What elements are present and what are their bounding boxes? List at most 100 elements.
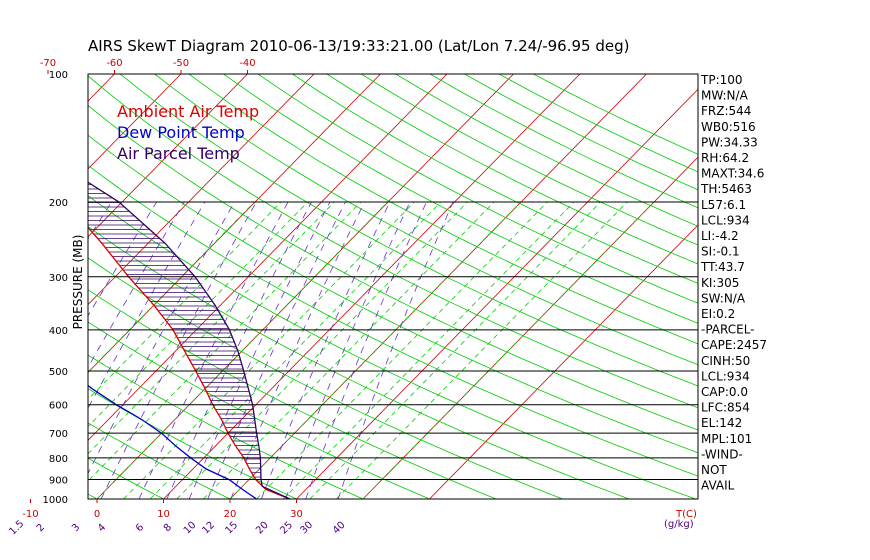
legend-entry: Air Parcel Temp bbox=[117, 144, 240, 163]
isotherm-line bbox=[0, 74, 48, 499]
mixing-ratio-line bbox=[305, 201, 427, 499]
dry-adiabat-line bbox=[88, 257, 563, 499]
isotherm-line bbox=[429, 224, 698, 499]
index-item: EL:142 bbox=[701, 416, 742, 430]
pressure-tick-label: 900 bbox=[49, 476, 68, 487]
mixing-ratio-tick-label: 8 bbox=[162, 522, 174, 534]
mixing-ratio-line bbox=[0, 202, 56, 499]
moist-adiabat-line bbox=[309, 201, 601, 499]
moist-adiabat-line bbox=[88, 201, 309, 428]
dry-adiabat-line bbox=[119, 74, 698, 387]
ambient-temp-line bbox=[88, 226, 291, 499]
dry-adiabat-line bbox=[154, 74, 698, 366]
moist-adiabat-line bbox=[88, 201, 255, 373]
bottom-temp-tick-label: 30 bbox=[290, 509, 303, 520]
index-item: SI:-0.1 bbox=[701, 245, 740, 259]
index-item: TH:5463 bbox=[700, 182, 752, 196]
mixing-ratio-tick-label: 3 bbox=[70, 522, 82, 534]
cape-hatch bbox=[88, 184, 261, 478]
mixing-ratio-line bbox=[261, 201, 391, 499]
moist-adiabat-line bbox=[96, 201, 388, 499]
mixing-ratio-line bbox=[88, 201, 185, 369]
index-item: CAP:0.0 bbox=[701, 385, 748, 399]
mixing-ratio-tick-label: 30 bbox=[299, 520, 316, 537]
moist-adiabat-line bbox=[88, 201, 362, 482]
index-item: LI:-4.2 bbox=[701, 229, 739, 243]
index-item: L57:6.1 bbox=[701, 198, 746, 212]
mixing-ratio-tick-label: 25 bbox=[278, 520, 295, 537]
bottom-temp-tick-label: 20 bbox=[224, 509, 237, 520]
index-item: LFC:854 bbox=[701, 401, 750, 415]
pressure-tick-label: 800 bbox=[49, 454, 68, 465]
dry-adiabat-line bbox=[88, 75, 698, 409]
mixing-ratio-tick-label: 40 bbox=[331, 520, 348, 537]
bottom-temp-tick-label: 10 bbox=[157, 509, 170, 520]
plot-frame bbox=[87, 73, 699, 500]
legend: Ambient Air Temp Dew Point Temp Air Parcel… bbox=[117, 102, 259, 163]
pressure-tick-label: 300 bbox=[49, 273, 68, 284]
mixing-ratio-tick-label: 20 bbox=[254, 520, 271, 537]
moist-adiabat-line bbox=[203, 201, 495, 499]
y-axis-label: PRESSURE (MB) bbox=[71, 235, 85, 330]
dry-adiabat-line bbox=[498, 74, 698, 173]
dry-adiabat-line bbox=[88, 422, 231, 499]
index-item: SW:N/A bbox=[701, 291, 746, 305]
x-axis-label: T(C) bbox=[675, 509, 697, 520]
dry-adiabat-line bbox=[88, 226, 630, 499]
mixing-ratio-line bbox=[207, 201, 346, 499]
pressure-tick-label: 100 bbox=[49, 70, 68, 81]
axes: -50-40-30-20-100102030T(C)-120-110-100-9… bbox=[7, 58, 699, 538]
top-temp-tick-label: -60 bbox=[106, 58, 122, 69]
dry-adiabat-line bbox=[88, 134, 698, 454]
pressure-tick-label: 700 bbox=[49, 429, 68, 440]
index-item: KI:305 bbox=[701, 276, 739, 290]
mixing-ratio-tick-label: 12 bbox=[200, 520, 217, 537]
dry-adiabat-line bbox=[88, 104, 698, 431]
top-temp-tick-label: -50 bbox=[173, 58, 189, 69]
index-item: FRZ:544 bbox=[701, 104, 751, 118]
mixing-ratio-line bbox=[230, 201, 365, 499]
index-item: LCL:934 bbox=[701, 369, 750, 383]
mixing-ratio-line bbox=[285, 201, 411, 499]
legend-entry: Ambient Air Temp bbox=[117, 102, 259, 121]
mixing-ratio-tick-label: 2 bbox=[35, 522, 47, 534]
index-item: MPL:101 bbox=[701, 432, 752, 446]
isotherm-line bbox=[88, 74, 182, 170]
dry-adiabat-line bbox=[188, 74, 698, 345]
index-item: CINH:50 bbox=[701, 354, 750, 368]
moist-adiabat-line bbox=[256, 201, 548, 499]
index-item: EI:0.2 bbox=[701, 307, 735, 321]
dry-adiabat-line bbox=[360, 74, 698, 246]
dry-adiabat-line bbox=[292, 74, 698, 284]
index-item: TT:43.7 bbox=[700, 260, 745, 274]
isotherm-line bbox=[163, 74, 581, 499]
dry-adiabat-line bbox=[88, 457, 164, 499]
mixing-ratio-tick-label: 1.5 bbox=[7, 519, 26, 538]
isotherm-line bbox=[88, 74, 248, 238]
dry-adiabat-line bbox=[0, 74, 31, 499]
index-item: LCL:934 bbox=[701, 213, 750, 227]
pressure-tick-label: 200 bbox=[49, 198, 68, 209]
chart-title: AIRS SkewT Diagram 2010-06-13/19:33:21.0… bbox=[88, 37, 629, 55]
index-item: CAPE:2457 bbox=[701, 338, 767, 352]
pressure-tick-label: 1000 bbox=[43, 495, 68, 506]
moist-adiabat-line bbox=[362, 201, 655, 499]
moist-adiabat-line bbox=[88, 201, 335, 455]
isotherm-line bbox=[88, 74, 315, 306]
mixing-ratio-tick-label: 15 bbox=[223, 520, 240, 537]
moist-adiabat-line bbox=[88, 201, 282, 400]
moist-adiabat-line bbox=[336, 201, 628, 499]
dry-adiabat-line bbox=[326, 74, 698, 265]
top-temp-tick-label: -70 bbox=[40, 58, 56, 69]
moist-adiabat-line bbox=[149, 201, 442, 499]
mixing-ratio-tick-label: 6 bbox=[134, 522, 146, 534]
index-item: PW:34.33 bbox=[701, 135, 758, 149]
index-item: MAXT:34.6 bbox=[701, 167, 764, 181]
legend-entry: Dew Point Temp bbox=[117, 123, 245, 142]
index-item: MW:N/A bbox=[701, 89, 749, 103]
index-item: -PARCEL- bbox=[701, 323, 755, 337]
moist-adiabat-line bbox=[176, 201, 468, 499]
mixing-ratio-tick-label: 4 bbox=[96, 522, 108, 534]
top-temp-tick-label: -40 bbox=[239, 58, 255, 69]
